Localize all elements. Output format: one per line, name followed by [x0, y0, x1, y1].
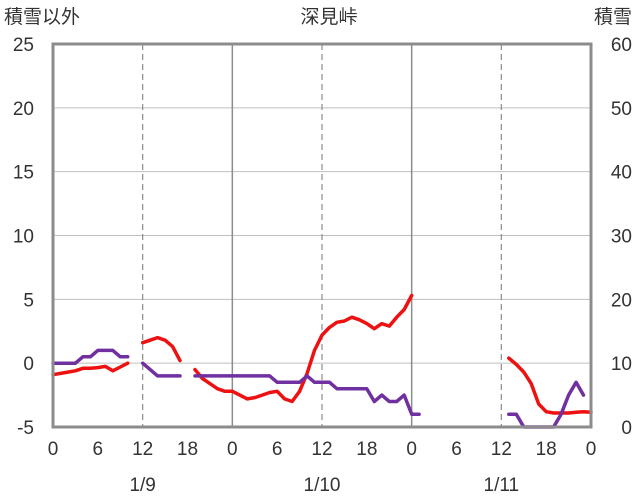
x-tick-label: 6 — [93, 439, 104, 460]
series-1-line — [193, 374, 421, 416]
date-label: 1/9 — [129, 475, 155, 496]
series-0-line — [507, 356, 593, 415]
x-tick-label: 12 — [311, 439, 332, 460]
right-tick-label: 0 — [621, 418, 632, 439]
right-axis-title: 積雪 — [594, 6, 632, 28]
x-tick-label: 12 — [491, 439, 512, 460]
series-0-line — [193, 293, 414, 404]
x-tick-label: 0 — [48, 439, 59, 460]
x-tick-label: 18 — [177, 439, 198, 460]
x-tick-label: 0 — [586, 439, 597, 460]
x-axis-ticks: 0 6 12 18 0 6 12 18 0 6 12 18 0 — [48, 439, 597, 460]
plot-frame — [51, 42, 593, 429]
left-tick-label: 10 — [13, 227, 34, 248]
x-tick-label: 0 — [227, 439, 238, 460]
chart-title: 深見峠 — [300, 6, 357, 28]
left-tick-label: 0 — [23, 354, 34, 375]
x-tick-label: 0 — [406, 439, 417, 460]
x-tick-label: 18 — [536, 439, 557, 460]
series-0-line — [51, 361, 130, 377]
date-labels: 1/9 1/10 1/11 — [129, 475, 519, 496]
series-1-line — [51, 348, 130, 365]
grid — [53, 44, 591, 427]
series-layer — [51, 293, 593, 429]
left-tick-label: 5 — [23, 290, 34, 311]
right-tick-label: 20 — [611, 290, 632, 311]
axis-titles: 積雪以外 深見峠 積雪 — [4, 6, 632, 28]
right-tick-label: 40 — [611, 163, 632, 184]
left-tick-label: 25 — [13, 35, 34, 56]
x-tick-label: 6 — [451, 439, 462, 460]
right-tick-label: 30 — [611, 227, 632, 248]
left-tick-label: 15 — [13, 163, 34, 184]
left-axis-title: 積雪以外 — [4, 6, 80, 28]
series-0-line — [140, 335, 182, 363]
right-axis-ticks: 0 10 20 30 40 50 60 — [611, 35, 632, 439]
right-tick-label: 50 — [611, 99, 632, 120]
right-tick-label: 10 — [611, 354, 632, 375]
series-1-line — [140, 361, 182, 378]
left-axis-ticks: -5 0 5 10 15 20 25 — [13, 35, 34, 439]
date-label: 1/10 — [304, 475, 341, 496]
x-tick-label: 12 — [132, 439, 153, 460]
date-label: 1/11 — [484, 475, 520, 496]
x-tick-label: 6 — [272, 439, 283, 460]
right-tick-label: 60 — [611, 35, 632, 56]
x-tick-label: 18 — [356, 439, 377, 460]
left-tick-label: 20 — [13, 99, 34, 120]
left-tick-label: -5 — [17, 418, 34, 439]
series-1-line — [507, 380, 586, 429]
